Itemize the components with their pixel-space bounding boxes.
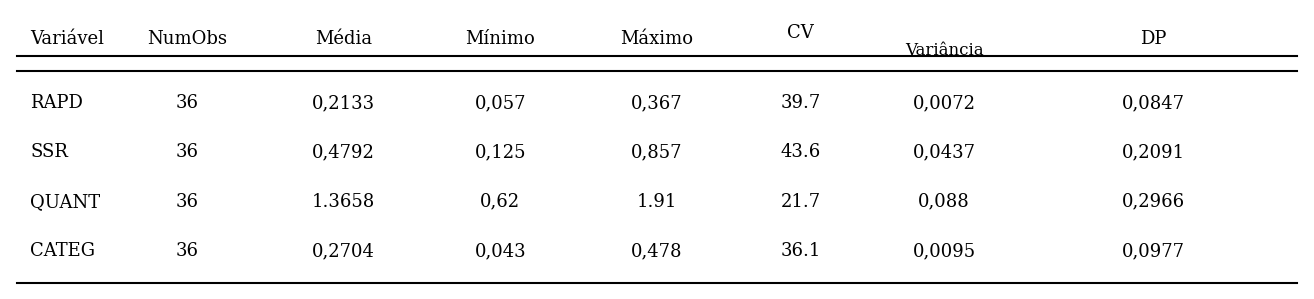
- Text: 0,478: 0,478: [631, 242, 683, 260]
- Text: 0,0847: 0,0847: [1122, 94, 1185, 112]
- Text: CV: CV: [787, 24, 813, 42]
- Text: Mínimo: Mínimo: [465, 30, 535, 48]
- Text: 1.3658: 1.3658: [311, 193, 376, 211]
- Text: 36.1: 36.1: [781, 242, 821, 260]
- Text: Variável: Variável: [30, 30, 104, 48]
- Text: 0,2091: 0,2091: [1122, 144, 1185, 161]
- Text: 36: 36: [176, 242, 198, 260]
- Text: 0,0977: 0,0977: [1122, 242, 1185, 260]
- Text: 1.91: 1.91: [637, 193, 677, 211]
- Text: 0,2133: 0,2133: [313, 94, 376, 112]
- Text: 0,4792: 0,4792: [313, 144, 374, 161]
- Text: 0,367: 0,367: [631, 94, 683, 112]
- Text: DP: DP: [1141, 30, 1167, 48]
- Text: 21.7: 21.7: [781, 193, 821, 211]
- Text: 36: 36: [176, 144, 198, 161]
- Text: SSR: SSR: [30, 144, 68, 161]
- Text: Máximo: Máximo: [620, 30, 694, 48]
- Text: 36: 36: [176, 193, 198, 211]
- Text: CATEG: CATEG: [30, 242, 96, 260]
- Text: 0,125: 0,125: [474, 144, 526, 161]
- Text: Média: Média: [315, 30, 372, 48]
- Text: 0,057: 0,057: [474, 94, 526, 112]
- Text: 0,0437: 0,0437: [913, 144, 976, 161]
- Text: QUANT: QUANT: [30, 193, 100, 211]
- Text: 0,0072: 0,0072: [913, 94, 976, 112]
- Text: 0,043: 0,043: [474, 242, 526, 260]
- Text: 0,088: 0,088: [918, 193, 970, 211]
- Text: 43.6: 43.6: [781, 144, 821, 161]
- Text: 39.7: 39.7: [781, 94, 821, 112]
- Text: 0,62: 0,62: [480, 193, 520, 211]
- Text: 36: 36: [176, 94, 198, 112]
- Text: 0,857: 0,857: [631, 144, 683, 161]
- Text: 0,2966: 0,2966: [1122, 193, 1185, 211]
- Text: 0,0095: 0,0095: [913, 242, 976, 260]
- Text: Variância: Variância: [905, 42, 984, 59]
- Text: NumObs: NumObs: [147, 30, 227, 48]
- Text: 0,2704: 0,2704: [313, 242, 374, 260]
- Text: RAPD: RAPD: [30, 94, 83, 112]
